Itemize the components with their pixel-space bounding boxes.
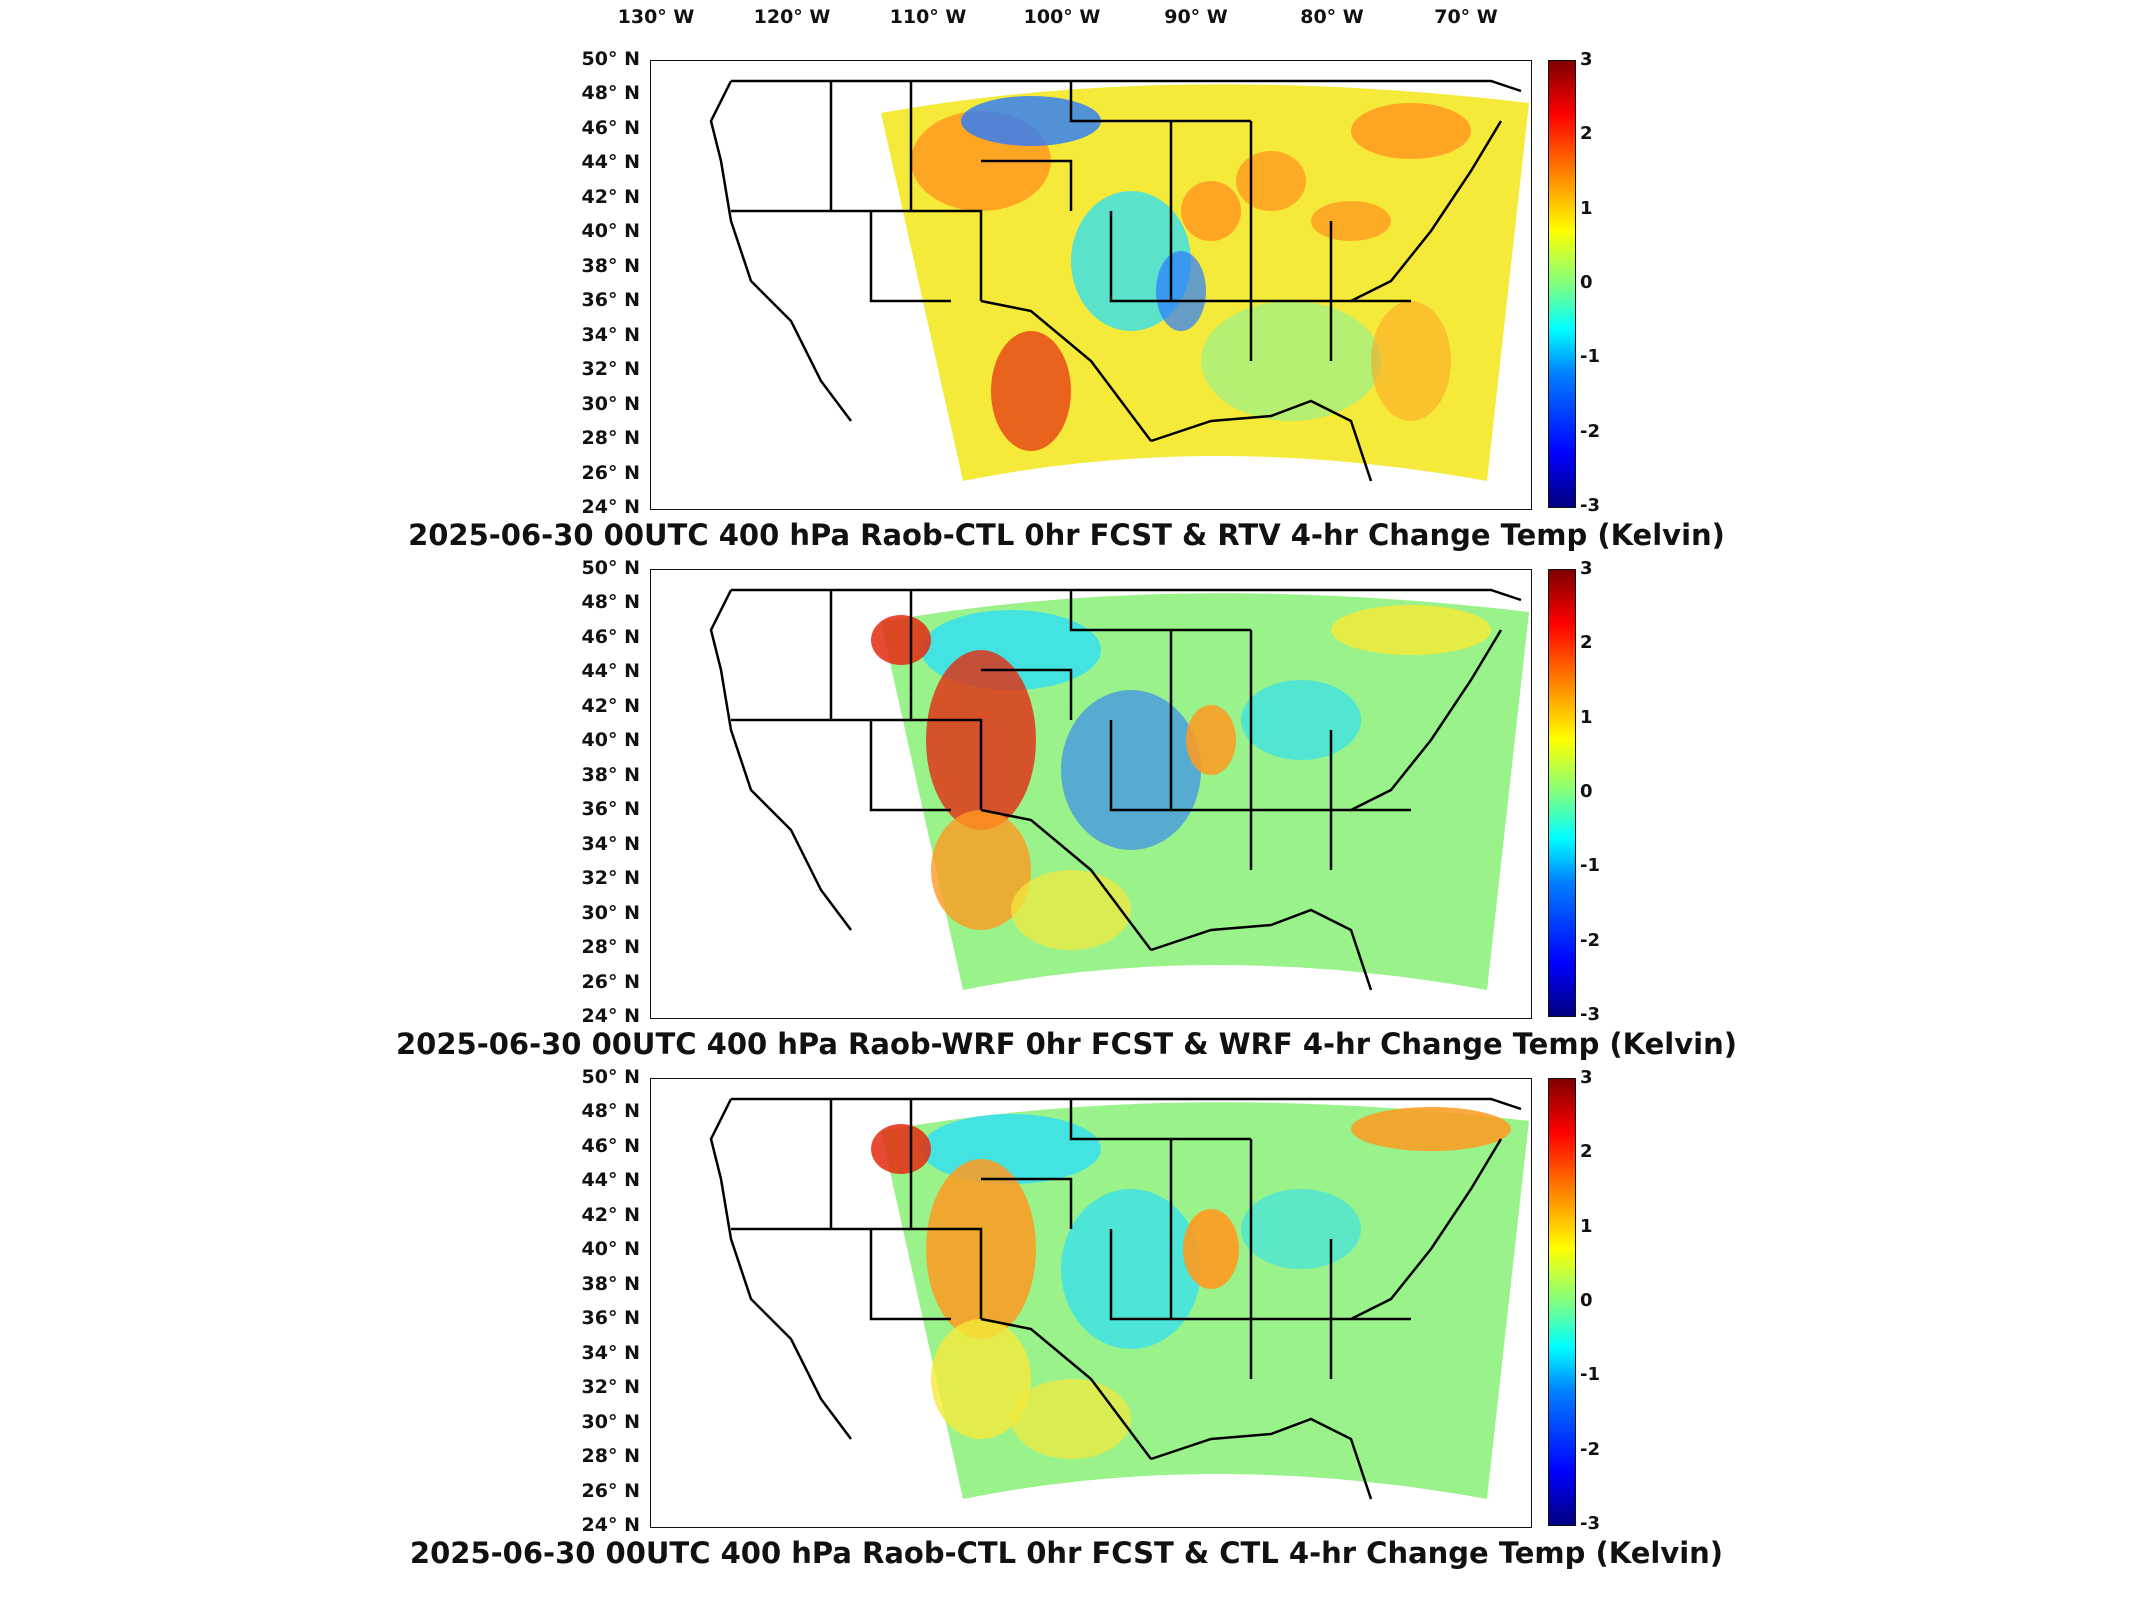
- map-frame: [650, 569, 1532, 1019]
- lon-tick-label: 70° W: [1434, 6, 1498, 28]
- lat-tick-label: 32° N: [581, 1376, 640, 1399]
- lat-tick-label: 44° N: [581, 660, 640, 683]
- lat-tick-label: 38° N: [581, 763, 640, 786]
- lat-tick-label: 24° N: [581, 1514, 640, 1536]
- panel-title: 2025-06-30 00UTC 400 hPa Raob-CTL 0hr FC…: [408, 518, 1725, 552]
- colorbar-tick-label: -2: [1580, 929, 1600, 951]
- colorbar-tick-label: 2: [1580, 123, 1593, 145]
- temperature-anomaly-map: [709, 1097, 1529, 1500]
- map-frame: [650, 1078, 1532, 1528]
- lon-tick-label: 110° W: [889, 6, 967, 28]
- lat-tick-label: 36° N: [581, 289, 640, 312]
- colorbar-tick-label: 1: [1580, 706, 1593, 728]
- lat-tick-label: 50° N: [581, 48, 640, 70]
- colorbar-tick-label: 1: [1580, 197, 1593, 219]
- lat-tick-label: 48° N: [581, 591, 640, 614]
- colorbar: [1548, 60, 1576, 508]
- lat-tick-label: 38° N: [581, 254, 640, 277]
- lat-tick-label: 46° N: [581, 116, 640, 139]
- lat-tick-label: 46° N: [581, 1134, 640, 1157]
- lat-tick-label: 26° N: [581, 1479, 640, 1502]
- lat-tick-label: 38° N: [581, 1272, 640, 1295]
- lat-tick-label: 30° N: [581, 392, 640, 415]
- colorbar-tick-label: -3: [1580, 1004, 1600, 1025]
- map-panel-1: 50° N 48° N 46° N 44° N 42° N 40° N 38° N 36° N…: [0, 48, 2133, 562]
- lat-tick-label: 30° N: [581, 1410, 640, 1433]
- lat-tick-label: 48° N: [581, 1100, 640, 1123]
- panel-title: 2025-06-30 00UTC 400 hPa Raob-CTL 0hr FC…: [409, 1536, 1724, 1570]
- lat-tick-label: 48° N: [581, 82, 640, 105]
- lat-tick-label: 50° N: [581, 1066, 640, 1088]
- colorbar-tick-label: 3: [1580, 558, 1593, 579]
- lat-tick-label: 46° N: [581, 625, 640, 648]
- temperature-anomaly-map: [709, 79, 1529, 482]
- panel-title: 2025-06-30 00UTC 400 hPa Raob-WRF 0hr FC…: [395, 1027, 1737, 1061]
- lon-tick-label: 90° W: [1164, 6, 1228, 28]
- map-panel-2: 50° N 48° N 46° N 44° N 42° N 40° N 38° N 36° N…: [0, 557, 2133, 1071]
- colorbar-tick-label: 2: [1580, 1141, 1593, 1163]
- colorbar-tick-label: 0: [1580, 1290, 1593, 1311]
- lat-tick-label: 40° N: [581, 1238, 640, 1261]
- lon-tick-label: 120° W: [753, 6, 831, 28]
- temperature-anomaly-map: [709, 588, 1529, 991]
- lat-tick-label: 34° N: [581, 323, 640, 346]
- map-frame: [650, 60, 1532, 510]
- colorbar-tick-label: -1: [1580, 855, 1600, 877]
- lat-tick-label: 24° N: [581, 496, 640, 518]
- colorbar: [1548, 569, 1576, 1017]
- lat-tick-label: 44° N: [581, 151, 640, 174]
- colorbar-tick-label: 0: [1580, 781, 1593, 802]
- colorbar-tick-label: 2: [1580, 632, 1593, 654]
- colorbar-tick-label: -3: [1580, 495, 1600, 516]
- lat-tick-label: 28° N: [581, 1445, 640, 1468]
- lat-tick-label: 34° N: [581, 832, 640, 855]
- lat-tick-label: 24° N: [581, 1005, 640, 1027]
- longitude-axis: 130° W 120° W 110° W 100° W 90° W 80° W …: [0, 0, 2133, 40]
- lat-tick-label: 40° N: [581, 220, 640, 243]
- colorbar-tick-label: -1: [1580, 1364, 1600, 1386]
- colorbar-tick-label: 0: [1580, 272, 1593, 293]
- colorbar-tick-label: 3: [1580, 49, 1593, 70]
- lon-tick-label: 130° W: [617, 6, 695, 28]
- colorbar-tick-label: 1: [1580, 1215, 1593, 1237]
- lat-tick-label: 26° N: [581, 970, 640, 993]
- map-panel-3: 50° N 48° N 46° N 44° N 42° N 40° N 38° N 36° N…: [0, 1066, 2133, 1580]
- colorbar-tick-label: -1: [1580, 346, 1600, 368]
- colorbar-tick-label: -2: [1580, 1438, 1600, 1460]
- colorbar: [1548, 1078, 1576, 1526]
- colorbar-tick-label: -3: [1580, 1513, 1600, 1534]
- lon-tick-label: 100° W: [1023, 6, 1101, 28]
- lon-tick-label: 80° W: [1300, 6, 1364, 28]
- lat-tick-label: 44° N: [581, 1169, 640, 1192]
- lat-tick-label: 42° N: [581, 694, 640, 717]
- lat-tick-label: 32° N: [581, 358, 640, 381]
- colorbar-tick-label: -2: [1580, 420, 1600, 442]
- lat-tick-label: 26° N: [581, 461, 640, 484]
- lat-tick-label: 36° N: [581, 1307, 640, 1330]
- lat-tick-label: 50° N: [581, 557, 640, 579]
- lat-tick-label: 42° N: [581, 185, 640, 208]
- colorbar-tick-label: 3: [1580, 1067, 1593, 1088]
- lat-tick-label: 34° N: [581, 1341, 640, 1364]
- lat-tick-label: 40° N: [581, 729, 640, 752]
- lat-tick-label: 36° N: [581, 798, 640, 821]
- lat-tick-label: 42° N: [581, 1203, 640, 1226]
- lat-tick-label: 28° N: [581, 936, 640, 959]
- lat-tick-label: 32° N: [581, 867, 640, 890]
- lat-tick-label: 28° N: [581, 427, 640, 450]
- lat-tick-label: 30° N: [581, 901, 640, 924]
